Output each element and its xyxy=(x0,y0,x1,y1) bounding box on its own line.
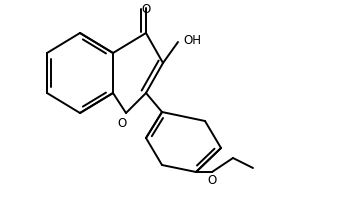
Text: O: O xyxy=(141,3,150,16)
Text: OH: OH xyxy=(183,33,201,47)
Text: O: O xyxy=(207,174,217,187)
Text: O: O xyxy=(118,117,127,130)
